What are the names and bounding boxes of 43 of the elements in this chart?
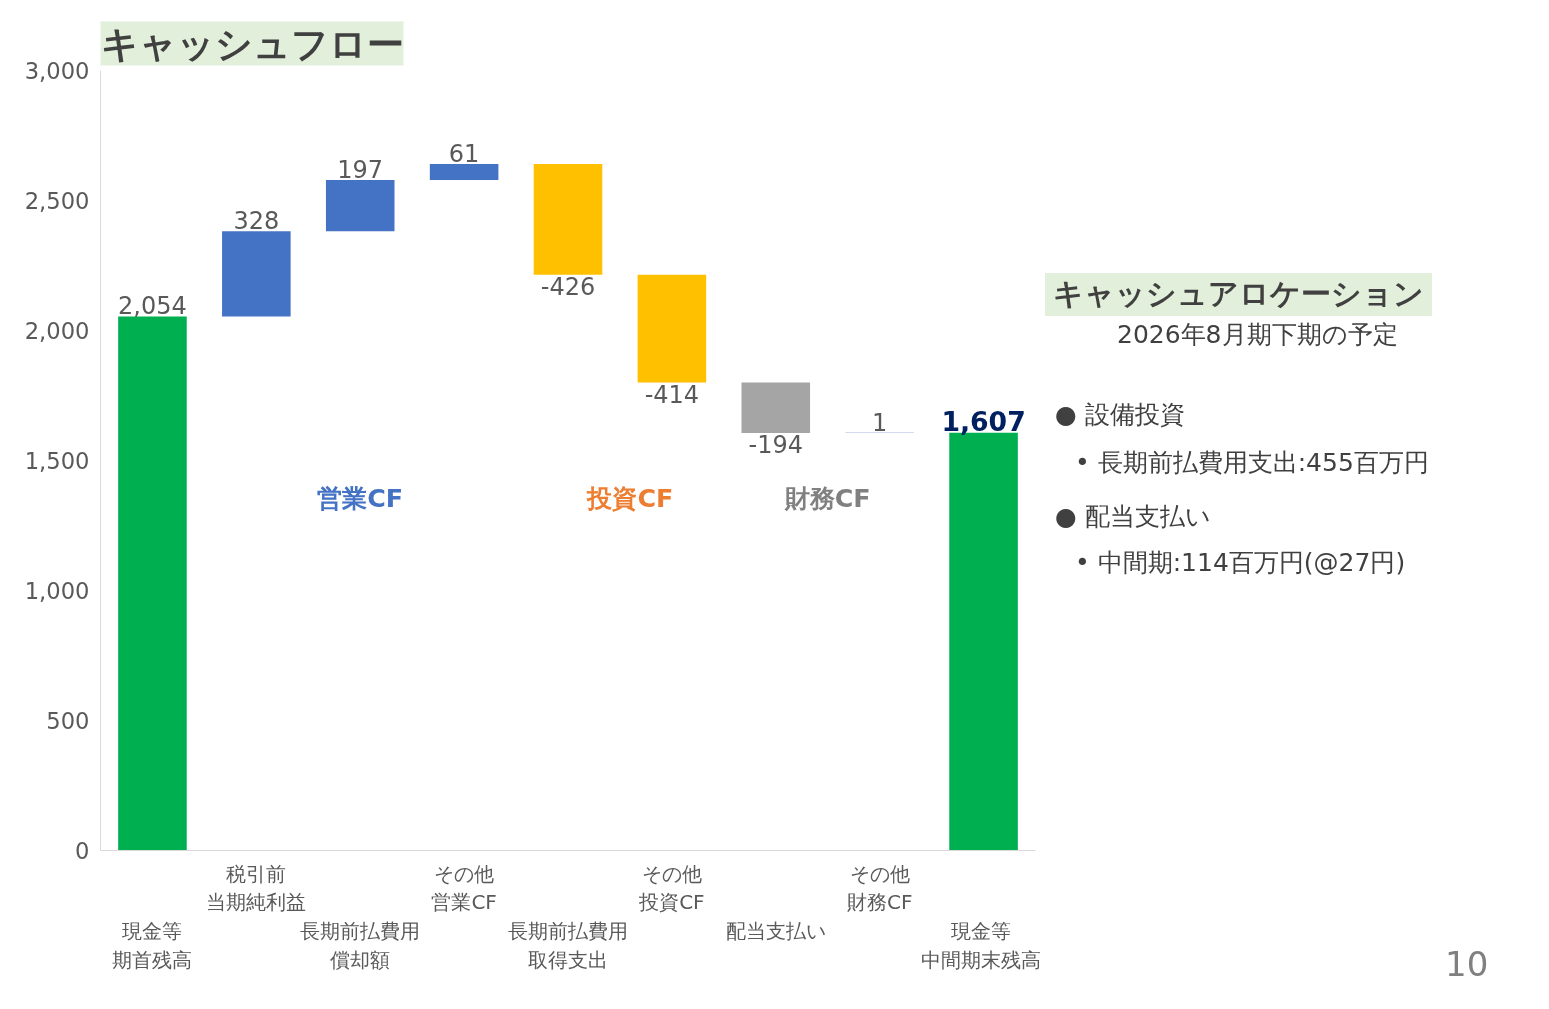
y-tick-label: 500 [46,708,90,734]
text: キャッシュアロケーション [1045,273,1432,316]
text: • 中間期:114百万円(@27円) [1075,547,1406,579]
y-tick-label: 0 [75,838,90,864]
x-tick-label: その他投資CF [638,861,705,915]
y-tick-label: 1,000 [24,578,90,604]
text: 2026年8月期下期の予定 [1117,319,1398,351]
data-label: 1 [872,408,888,437]
data-label: 2,054 [118,292,187,321]
chart-title: キャッシュフロー [100,21,404,66]
x-tick-label: 配当支払い [725,919,826,944]
x-tick-label: 現金等期首残高 [112,919,193,972]
x-tick-label: 税引前当期純利益 [206,861,307,915]
text: 10 [1445,943,1489,986]
text: ● 配当支払い [1055,501,1211,533]
x-tick-label: 長期前払費用償却額 [300,919,421,972]
y-tick-label: 1,500 [24,448,90,474]
data-label: 328 [233,207,280,236]
x-tick-label: その他財務CF [846,861,913,915]
x-tick-label: 長期前払費用取得支出 [508,919,628,972]
y-tick-label: 3,000 [24,58,90,84]
bar [533,164,603,275]
data-label: -426 [540,272,596,301]
x-tick-label: その他営業CF [431,861,497,915]
data-label: -414 [644,380,700,409]
annotation: 投資CF [586,482,674,513]
bar [222,231,291,317]
bar [637,274,707,383]
x-tick-label: 現金等中間期末残高 [920,919,1041,972]
data-label: 197 [337,155,384,184]
annotation: 営業CF [317,482,404,513]
text: • 長期前払費用支出:455百万円 [1075,447,1429,479]
text: ● 設備投資 [1055,399,1185,431]
data-label: 61 [448,140,480,169]
bar [741,382,811,433]
annotation: 財務CF [783,482,871,513]
y-tick-label: 2,500 [24,188,90,214]
y-tick-label: 2,000 [24,318,90,344]
data-label: -194 [748,430,804,459]
bar [118,316,187,851]
bar [429,164,499,180]
data-label: 1,607 [941,405,1026,437]
bar [325,179,395,232]
